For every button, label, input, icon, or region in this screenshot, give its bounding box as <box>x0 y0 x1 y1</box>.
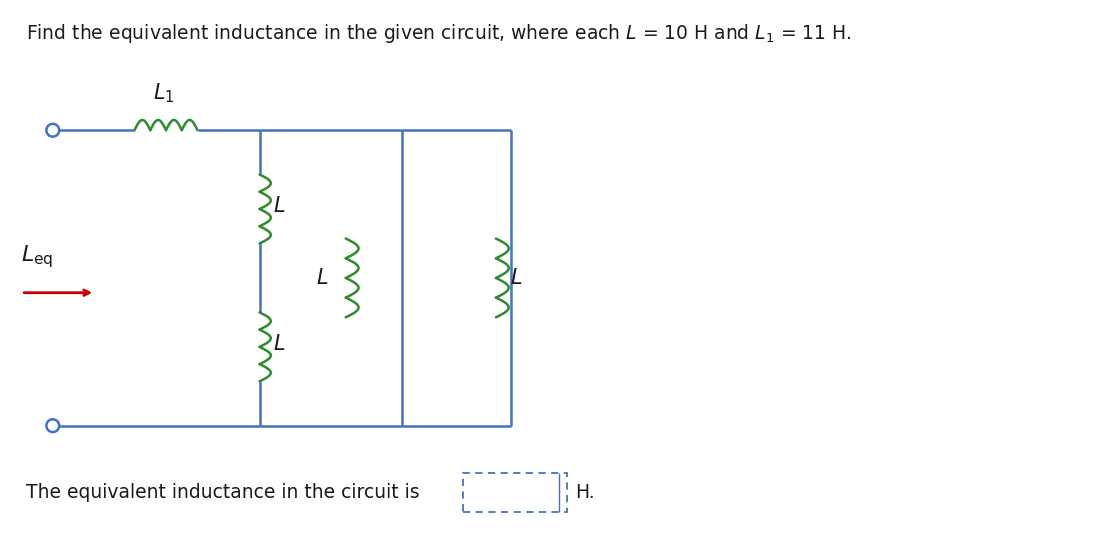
Text: $L$: $L$ <box>315 268 329 288</box>
Text: H.: H. <box>575 483 594 502</box>
Text: $L_1$: $L_1$ <box>153 81 174 105</box>
Text: Find the equivalent inductance in the given circuit, where each $L$ = 10 H and $: Find the equivalent inductance in the gi… <box>27 22 851 45</box>
Bar <box>463 473 567 512</box>
Text: $L_\mathrm{eq}$: $L_\mathrm{eq}$ <box>21 243 53 270</box>
Text: $L$: $L$ <box>509 268 522 288</box>
Text: The equivalent inductance in the circuit is: The equivalent inductance in the circuit… <box>27 483 420 502</box>
Text: $L$: $L$ <box>273 196 285 216</box>
Text: $L$: $L$ <box>273 334 285 354</box>
